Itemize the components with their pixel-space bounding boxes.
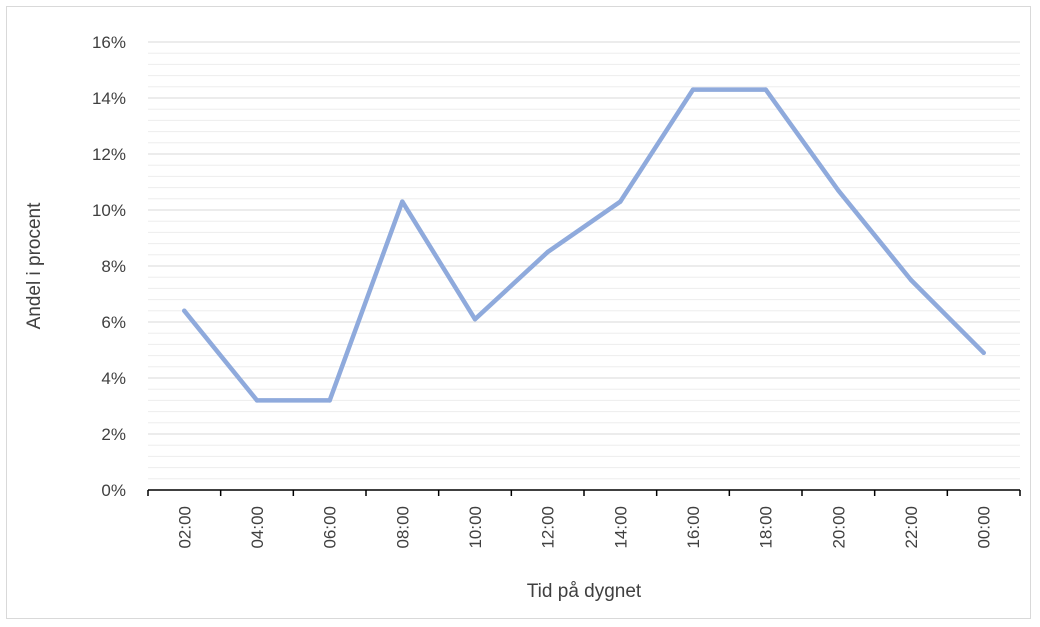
data-point — [908, 277, 914, 283]
x-tick-label: 04:00 — [248, 506, 267, 549]
data-point — [254, 398, 260, 403]
data-point — [981, 350, 986, 355]
x-tick-label: 16:00 — [684, 506, 703, 549]
data-points — [182, 87, 986, 403]
x-tick-label: 20:00 — [829, 506, 848, 549]
data-point — [618, 199, 623, 204]
data-point — [327, 398, 332, 403]
y-tick-label: 4% — [101, 369, 126, 388]
y-tick-label: 6% — [101, 313, 126, 332]
y-axis-title: Andel i procent — [24, 202, 45, 329]
y-tick-label: 16% — [92, 33, 126, 52]
y-tick-label: 0% — [101, 481, 126, 500]
y-tick-label: 12% — [92, 145, 126, 164]
x-tick-label: 18:00 — [757, 506, 776, 549]
data-point — [182, 308, 187, 313]
x-tick-label: 10:00 — [466, 506, 485, 549]
x-tick-label: 00:00 — [975, 506, 994, 549]
data-point — [836, 188, 841, 193]
y-tick-label: 14% — [92, 89, 126, 108]
x-tick-label: 08:00 — [393, 506, 412, 549]
data-point — [763, 87, 768, 92]
y-tick-label: 10% — [92, 201, 126, 220]
y-axis-tick-labels: 0% 2% 4% 6% 8% 10% 12% 14% 16% — [92, 33, 126, 500]
x-tick-label: 22:00 — [902, 506, 921, 549]
x-axis-tick-labels: 02:00 04:00 06:00 08:00 10:00 12:00 14:00 16:00… — [175, 506, 993, 549]
major-gridlines — [148, 41, 1020, 435]
x-tick-label: 12:00 — [539, 506, 558, 549]
x-axis-ticks — [147, 490, 1021, 496]
y-tick-label: 8% — [101, 257, 126, 276]
chart-area — [6, 6, 1031, 619]
data-point — [545, 249, 550, 255]
data-point — [690, 87, 696, 92]
data-point — [472, 317, 478, 322]
y-tick-label: 2% — [101, 425, 126, 444]
data-point — [400, 199, 405, 204]
x-tick-label: 14:00 — [611, 506, 630, 549]
x-tick-label: 02:00 — [175, 506, 194, 549]
minor-gridlines — [148, 52, 1020, 480]
series-line — [182, 87, 986, 403]
x-axis-title: Tid på dygnet — [527, 581, 642, 602]
x-tick-label: 06:00 — [321, 506, 340, 549]
